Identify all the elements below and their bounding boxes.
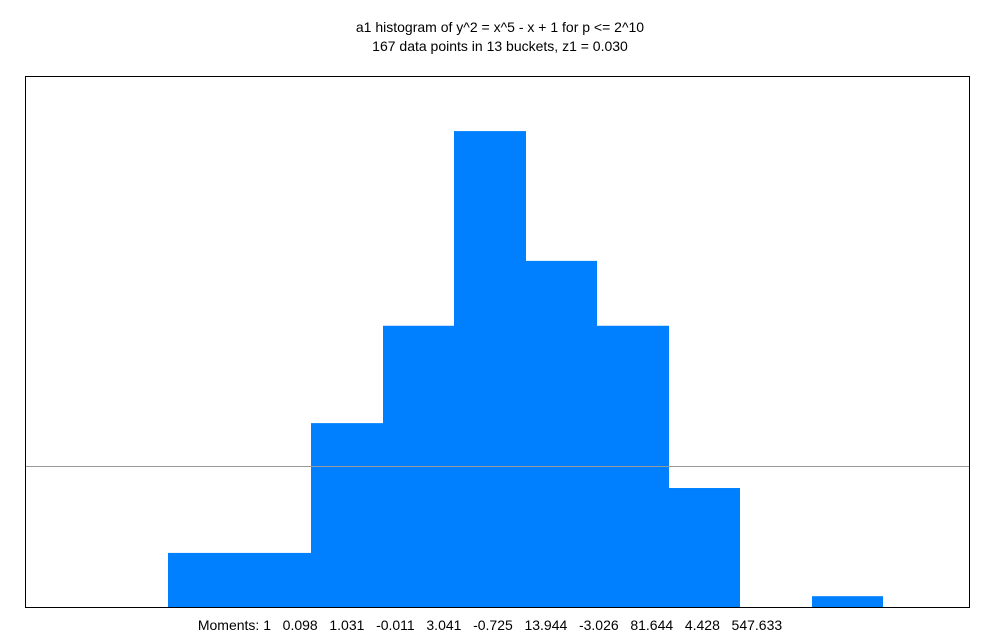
moments-label: Moments: bbox=[197, 617, 264, 633]
chart-subtitle: 167 data points in 13 buckets, z1 = 0.03… bbox=[372, 38, 628, 54]
moment-value: -0.011 bbox=[376, 617, 427, 633]
plot-frame bbox=[25, 76, 970, 608]
histogram-bar bbox=[526, 260, 597, 607]
histogram-bar bbox=[454, 131, 526, 607]
moment-value: 547.633 bbox=[731, 617, 783, 633]
chart-title: a1 histogram of y^2 = x^5 - x + 1 for p … bbox=[355, 19, 645, 35]
moment-value: 4.428 bbox=[684, 617, 732, 633]
moment-value: -0.725 bbox=[473, 617, 525, 633]
moment-value: 13.944 bbox=[524, 617, 579, 633]
moment-value: 0.098 bbox=[282, 617, 330, 633]
histogram-bar bbox=[669, 488, 740, 607]
histogram-bar bbox=[812, 596, 883, 607]
histogram-bar bbox=[240, 552, 311, 607]
moment-value: 3.041 bbox=[426, 617, 474, 633]
histogram-bar bbox=[168, 552, 240, 607]
moment-value: 1 bbox=[263, 617, 283, 633]
moment-value: 81.644 bbox=[630, 617, 685, 633]
moment-value: -3.026 bbox=[578, 617, 631, 633]
moment-value: 1.031 bbox=[329, 617, 377, 633]
moments-readout: Moments: 1 0.098 1.031 -0.011 3.041 -0.7… bbox=[0, 617, 980, 633]
histogram-bar bbox=[311, 423, 383, 607]
